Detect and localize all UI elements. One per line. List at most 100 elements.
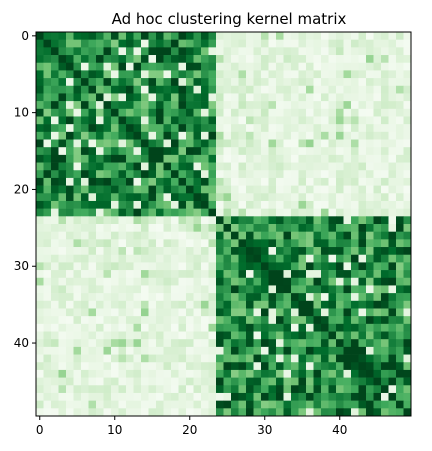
heatmap-cell <box>231 231 239 240</box>
heatmap-cell <box>148 369 157 378</box>
heatmap-cell <box>58 208 67 217</box>
heatmap-cell <box>336 39 344 48</box>
heatmap-cell <box>81 346 89 355</box>
heatmap-cell <box>306 193 314 202</box>
heatmap-cell <box>193 346 202 355</box>
heatmap-cell <box>261 62 269 71</box>
heatmap-cell <box>73 139 82 148</box>
heatmap-cell <box>276 85 284 94</box>
heatmap-cell <box>103 116 112 125</box>
heatmap-cell <box>133 354 142 363</box>
heatmap-cell <box>343 254 352 263</box>
heatmap-cell <box>96 254 104 263</box>
heatmap-cell <box>238 116 247 125</box>
heatmap-cell <box>291 254 299 263</box>
heatmap-cell <box>298 231 307 240</box>
heatmap-cell <box>366 254 374 263</box>
heatmap-cell <box>343 339 352 348</box>
heatmap-cell <box>351 185 359 194</box>
heatmap-cell <box>366 124 374 133</box>
heatmap-cell <box>231 300 239 309</box>
heatmap-cell <box>81 39 89 48</box>
heatmap-cell <box>51 216 59 225</box>
heatmap-cell <box>178 177 187 186</box>
heatmap-cell <box>208 70 217 79</box>
heatmap-cell <box>141 408 149 417</box>
heatmap-cell <box>351 39 359 48</box>
heatmap-cell <box>163 162 172 171</box>
heatmap-cell <box>253 231 262 240</box>
heatmap-cell <box>51 285 59 294</box>
heatmap-cell <box>381 362 389 371</box>
heatmap-cell <box>261 70 269 79</box>
heatmap-cell <box>163 116 172 125</box>
heatmap-cell <box>238 300 247 309</box>
heatmap-cell <box>403 93 412 102</box>
heatmap-cell <box>223 101 232 110</box>
heatmap-cell <box>171 193 179 202</box>
heatmap-cell <box>358 339 367 348</box>
heatmap-cell <box>201 162 209 171</box>
heatmap-cell <box>103 177 112 186</box>
heatmap-cell <box>246 231 254 240</box>
heatmap-cell <box>253 216 262 225</box>
heatmap-cell <box>216 231 224 240</box>
heatmap-cell <box>246 108 254 117</box>
heatmap-cell <box>216 354 224 363</box>
heatmap-cell <box>321 85 329 94</box>
heatmap-cell <box>403 55 412 64</box>
heatmap-cell <box>103 316 112 325</box>
heatmap-cell <box>306 116 314 125</box>
heatmap-cell <box>103 239 112 248</box>
heatmap-cell <box>51 39 59 48</box>
heatmap-cell <box>306 308 314 317</box>
heatmap-cell <box>328 231 337 240</box>
heatmap-cell <box>178 70 187 79</box>
heatmap-cell <box>253 47 262 56</box>
heatmap-cell <box>306 131 314 140</box>
x-tick-label: 40 <box>332 423 347 437</box>
heatmap-cell <box>283 70 292 79</box>
heatmap-cell <box>336 400 344 409</box>
heatmap-cell <box>216 131 224 140</box>
heatmap-cell <box>336 131 344 140</box>
heatmap-cell <box>88 392 97 401</box>
heatmap-cell <box>291 177 299 186</box>
heatmap-cell <box>43 93 52 102</box>
heatmap-cell <box>178 162 187 171</box>
heatmap-cell <box>268 247 277 256</box>
heatmap-cell <box>208 400 217 409</box>
heatmap-cell <box>336 392 344 401</box>
heatmap-cell <box>126 47 134 56</box>
heatmap-cell <box>96 239 104 248</box>
heatmap-cell <box>193 308 202 317</box>
heatmap-cell <box>261 93 269 102</box>
heatmap-cell <box>276 170 284 179</box>
heatmap-cell <box>208 39 217 48</box>
heatmap-cell <box>328 331 337 340</box>
heatmap-cell <box>358 162 367 171</box>
heatmap-cell <box>261 200 269 209</box>
heatmap-cell <box>111 362 119 371</box>
heatmap-cell <box>58 216 67 225</box>
x-axis: 0 10 20 30 40 <box>36 416 347 437</box>
heatmap-cell <box>246 85 254 94</box>
heatmap-cell <box>291 400 299 409</box>
heatmap-cell <box>276 270 284 279</box>
heatmap-cell <box>276 339 284 348</box>
heatmap-cell <box>403 369 412 378</box>
heatmap-cell <box>103 277 112 286</box>
heatmap-cell <box>66 262 74 271</box>
heatmap-cell <box>88 408 97 417</box>
heatmap-cell <box>306 208 314 217</box>
heatmap-cell <box>73 392 82 401</box>
heatmap-cell <box>118 247 127 256</box>
heatmap-cell <box>366 339 374 348</box>
heatmap-cell <box>58 339 67 348</box>
heatmap-cell <box>403 154 412 163</box>
heatmap-cell <box>36 316 44 325</box>
heatmap-cell <box>88 47 97 56</box>
heatmap-cell <box>193 170 202 179</box>
heatmap-cell <box>388 193 397 202</box>
heatmap-cell <box>96 185 104 194</box>
